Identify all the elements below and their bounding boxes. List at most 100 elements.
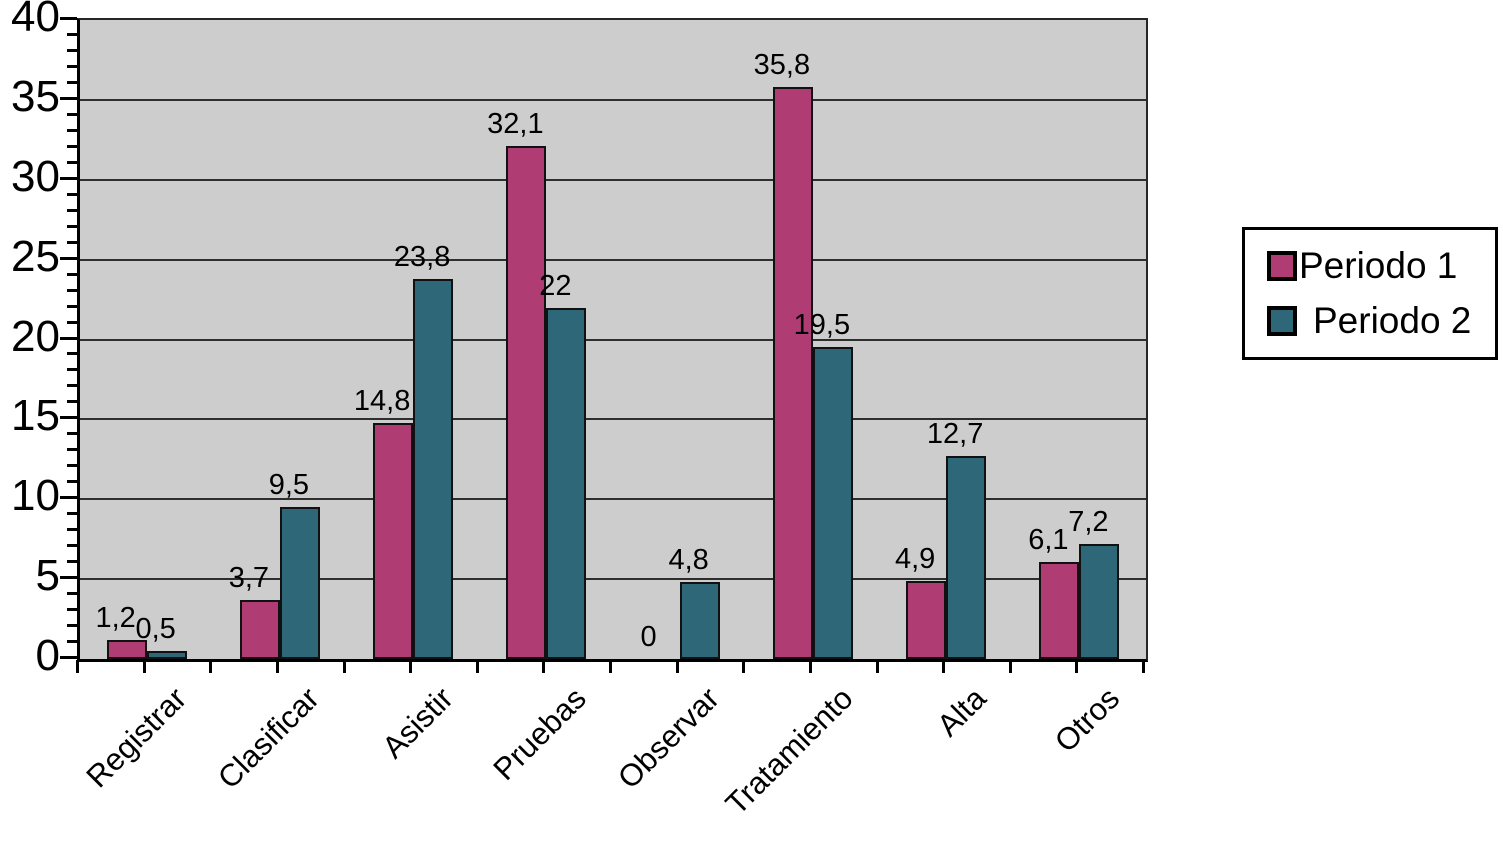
bar-periodo2-alta	[946, 456, 987, 659]
x-axis-tick	[76, 660, 79, 673]
x-axis-tick	[1075, 660, 1079, 673]
y-axis-major-tick	[60, 416, 77, 420]
bar-periodo1-tratamiento	[772, 87, 813, 659]
gridline	[80, 98, 1146, 101]
y-axis-minor-tick	[67, 64, 77, 68]
y-axis-major-tick	[60, 96, 77, 100]
gridline	[80, 338, 1146, 341]
y-axis-tick-label: 25	[11, 231, 60, 281]
y-axis-minor-tick	[67, 608, 77, 612]
bar-value-label: 22	[539, 270, 572, 302]
x-axis-tick	[275, 660, 279, 673]
y-axis-major-tick	[60, 656, 77, 659]
y-axis-minor-tick	[67, 304, 77, 308]
bar-value-label: 0	[640, 621, 657, 653]
legend-swatch-periodo-1	[1267, 250, 1297, 281]
legend-label: Periodo 2	[1313, 300, 1472, 342]
y-axis-minor-tick	[67, 240, 77, 244]
y-axis-minor-tick	[67, 480, 77, 484]
bar-periodo2-observar	[679, 582, 720, 659]
x-axis-tick	[808, 660, 812, 673]
x-axis-tick	[1008, 660, 1012, 673]
legend-item-periodo-1: Periodo 1	[1267, 244, 1495, 286]
y-axis-tick-label: 40	[11, 0, 60, 41]
y-axis-minor-tick	[67, 448, 77, 452]
x-axis-tick	[875, 660, 879, 673]
y-axis-tick-label: 20	[11, 311, 60, 361]
y-axis-tick-label: 5	[35, 551, 60, 601]
bar-value-label: 9,5	[268, 469, 310, 501]
y-axis-minor-tick	[67, 624, 77, 628]
bar-periodo1-otros	[1039, 562, 1080, 659]
x-axis-label-registrar: Registrar	[79, 680, 193, 795]
bar-value-label: 4,8	[668, 544, 709, 576]
bar-periodo1-asistir	[373, 423, 414, 659]
gridline	[80, 498, 1146, 501]
y-axis-major-tick	[60, 17, 77, 20]
x-axis-tick	[742, 660, 746, 673]
x-axis-tick	[942, 660, 946, 673]
y-axis-major-tick	[60, 256, 77, 260]
legend-swatch-periodo-2	[1267, 306, 1297, 337]
y-axis-tick-label: 30	[11, 151, 60, 201]
x-axis-label-asistir: Asistir	[375, 680, 460, 766]
y-axis-minor-tick	[67, 352, 77, 356]
x-axis-label-observar: Observar	[611, 680, 726, 796]
y-axis-major-tick	[60, 176, 77, 180]
y-axis-tick-label: 0	[35, 631, 60, 680]
x-axis-tick	[342, 660, 346, 673]
x-axis-tick	[609, 660, 612, 673]
y-axis-minor-tick	[67, 384, 77, 388]
bar-value-label: 1,2	[95, 602, 136, 634]
y-axis-minor-tick	[67, 528, 77, 532]
y-axis-minor-tick	[67, 112, 77, 116]
x-axis-tick	[675, 660, 679, 673]
y-axis-tick-label: 15	[11, 391, 60, 441]
bar-value-label: 23,8	[393, 241, 451, 273]
y-axis-minor-tick	[67, 368, 77, 372]
y-axis-minor-tick	[67, 432, 77, 436]
bar-periodo2-registrar	[146, 651, 187, 659]
y-axis-minor-tick	[67, 592, 77, 596]
x-axis-label-clasificar: Clasificar	[211, 680, 327, 796]
y-axis-minor-tick	[67, 560, 77, 564]
legend-label: Periodo 1	[1299, 244, 1458, 286]
y-axis-minor-tick	[67, 288, 77, 292]
legend-item-periodo-2: Periodo 2	[1267, 301, 1495, 341]
x-axis-label-tratamiento: Tratamiento	[718, 680, 860, 822]
x-axis-tick	[475, 660, 479, 673]
x-axis-tick	[409, 660, 413, 673]
bar-periodo1-alta	[906, 581, 947, 659]
y-axis-minor-tick	[67, 320, 77, 324]
bar-value-label: 4,9	[894, 543, 936, 575]
y-axis-major-tick	[60, 496, 77, 500]
y-axis-minor-tick	[67, 464, 77, 468]
gridline	[80, 178, 1146, 181]
x-axis-tick	[542, 660, 546, 673]
y-axis-minor-tick	[67, 192, 77, 196]
y-axis-minor-tick	[67, 544, 77, 548]
y-axis-minor-tick	[67, 640, 77, 644]
bar-periodo1-clasificar	[239, 600, 280, 659]
x-axis-tick	[1142, 660, 1145, 673]
bar-periodo2-pruebas	[546, 308, 587, 659]
legend: Periodo 1 Periodo 2	[1242, 227, 1498, 360]
bar-value-label: 19,5	[793, 309, 851, 341]
gridline	[80, 418, 1146, 421]
bar-value-label: 3,7	[228, 562, 270, 594]
bar-value-label: 0,5	[135, 613, 176, 645]
y-axis-tick-label: 35	[11, 71, 60, 121]
y-axis-minor-tick	[67, 160, 77, 164]
bar-periodo1-pruebas	[506, 146, 547, 659]
y-axis-minor-tick	[67, 224, 77, 228]
x-axis-label-otros: Otros	[1047, 680, 1126, 759]
bar-value-label: 14,8	[353, 385, 411, 417]
y-axis-minor-tick	[67, 32, 77, 36]
bar-periodo2-clasificar	[279, 507, 320, 659]
bar-periodo2-tratamiento	[812, 347, 853, 659]
x-axis-label-alta: Alta	[929, 680, 993, 744]
bar-value-label: 6,1	[1028, 524, 1069, 556]
plot-area	[77, 18, 1148, 662]
y-axis-minor-tick	[67, 400, 77, 404]
